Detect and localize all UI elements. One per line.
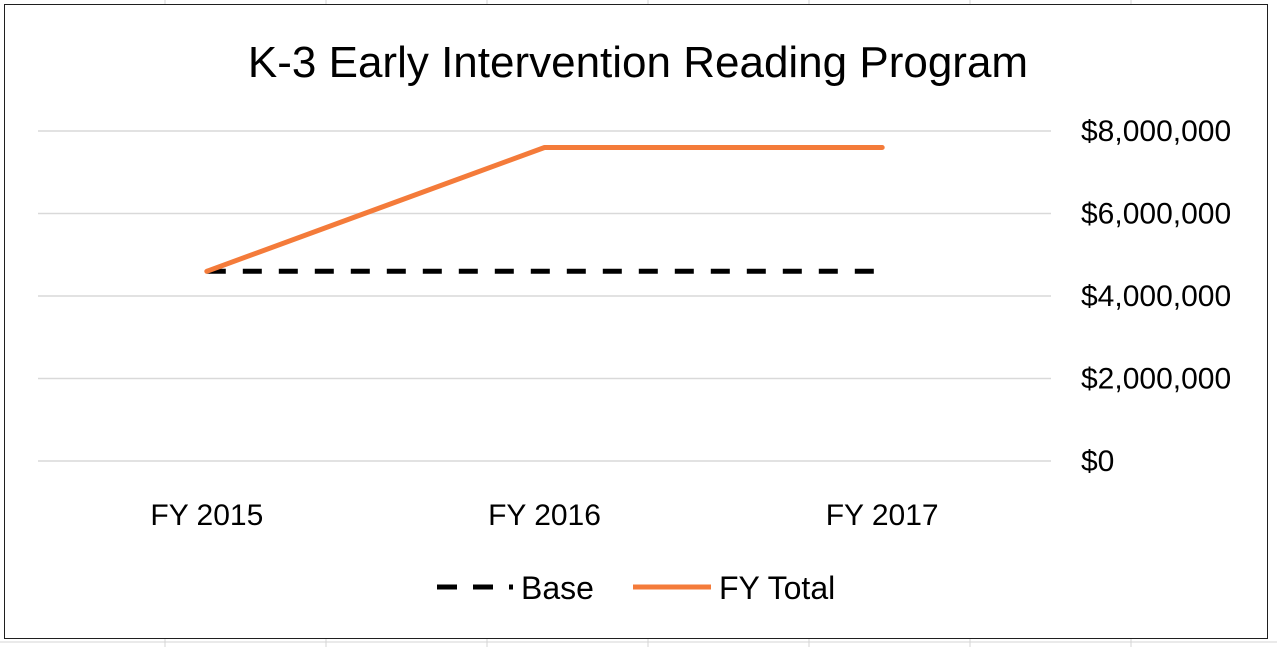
legend: Base FY Total (437, 570, 835, 606)
legend-label: FY Total (719, 570, 835, 606)
legend-label: Base (521, 570, 594, 606)
y-tick-label: $4,000,000 (1081, 280, 1231, 313)
chart-frame: K-3 Early Intervention Reading Program $… (4, 4, 1268, 639)
y-tick-label: $8,000,000 (1081, 115, 1231, 148)
line-chart: K-3 Early Intervention Reading Program $… (38, 38, 1231, 606)
y-tick-label: $0 (1081, 445, 1114, 478)
series-lines (204, 145, 885, 274)
y-tick-label: $6,000,000 (1081, 198, 1231, 231)
chart-title: K-3 Early Intervention Reading Program (248, 38, 1028, 87)
x-tick-label: FY 2016 (488, 499, 601, 532)
series-line-fy-total (204, 145, 885, 274)
x-tick-label: FY 2015 (150, 499, 263, 532)
x-tick-label: FY 2017 (826, 499, 939, 532)
y-tick-label: $2,000,000 (1081, 363, 1231, 396)
y-axis-tick-labels: $0 $2,000,000 $4,000,000 $6,000,000 $8,000,0… (1081, 115, 1231, 478)
x-axis-tick-labels: FY 2015 FY 2016 FY 2017 (150, 499, 938, 532)
gridlines (38, 130, 1051, 462)
